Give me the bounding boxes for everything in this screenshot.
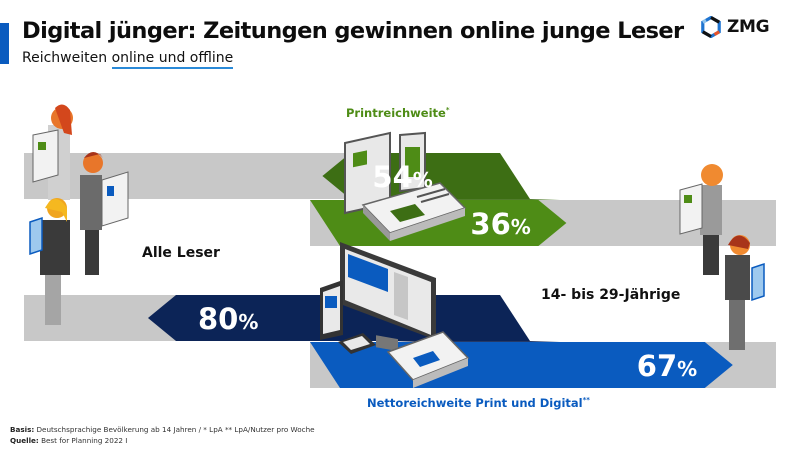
zmg-logo-icon — [701, 16, 721, 38]
value-suffix: % — [677, 357, 697, 381]
legend-label-print: Printreichweite* — [346, 106, 449, 120]
footnote-source: Quelle: Best for Planning 2022 I — [10, 435, 315, 446]
digital-media-illustration — [320, 242, 470, 388]
value-label: 36% — [470, 207, 530, 241]
footnote-basis: Basis: Deutschsprachige Bevölkerung ab 1… — [10, 424, 315, 435]
zmg-logo: ZMG — [700, 16, 770, 38]
value-number: 54 — [372, 160, 412, 194]
young-readers-people-illustration — [679, 164, 765, 350]
legend-net-text: Nettoreichweite Print und Digital — [367, 396, 583, 410]
source-text: Best for Planning 2022 I — [38, 436, 128, 445]
logo-text: ZMG — [727, 17, 770, 37]
source-label: Quelle: — [10, 436, 39, 445]
basis-label: Basis: — [10, 425, 35, 434]
value-suffix: % — [238, 310, 258, 334]
group-label-young-readers: 14- bis 29-Jährige — [541, 287, 681, 303]
group-label-all-readers: Alle Leser — [142, 245, 220, 261]
basis-text: Deutschsprachige Bevölkerung ab 14 Jahre… — [34, 425, 315, 434]
value-number: 67 — [637, 349, 677, 383]
value-number: 80 — [198, 302, 238, 336]
all-readers-people-illustration — [29, 104, 129, 325]
value-suffix: % — [413, 168, 433, 192]
legend-label-net: Nettoreichweite Print und Digital** — [367, 396, 590, 410]
page-title: Digital jünger: Zeitungen gewinnen onlin… — [22, 18, 684, 44]
legend-print-text: Printreichweite — [346, 106, 446, 120]
legend-print-mark: * — [445, 106, 450, 115]
value-label: 80% — [198, 302, 258, 336]
footnote: Basis: Deutschsprachige Bevölkerung ab 1… — [10, 424, 315, 446]
subtitle-plain: Reichweiten — [22, 50, 112, 66]
value-label: 54% — [372, 160, 432, 194]
value-suffix: % — [511, 215, 531, 239]
value-label: 67% — [637, 349, 697, 383]
legend-net-mark: ** — [582, 396, 590, 405]
subtitle-underlined: online und offline — [111, 50, 234, 69]
print-media-illustration — [344, 131, 467, 241]
value-number: 36 — [470, 207, 510, 241]
title-accent-bar — [0, 23, 9, 64]
page-subtitle: Reichweiten online und offline — [22, 50, 234, 69]
